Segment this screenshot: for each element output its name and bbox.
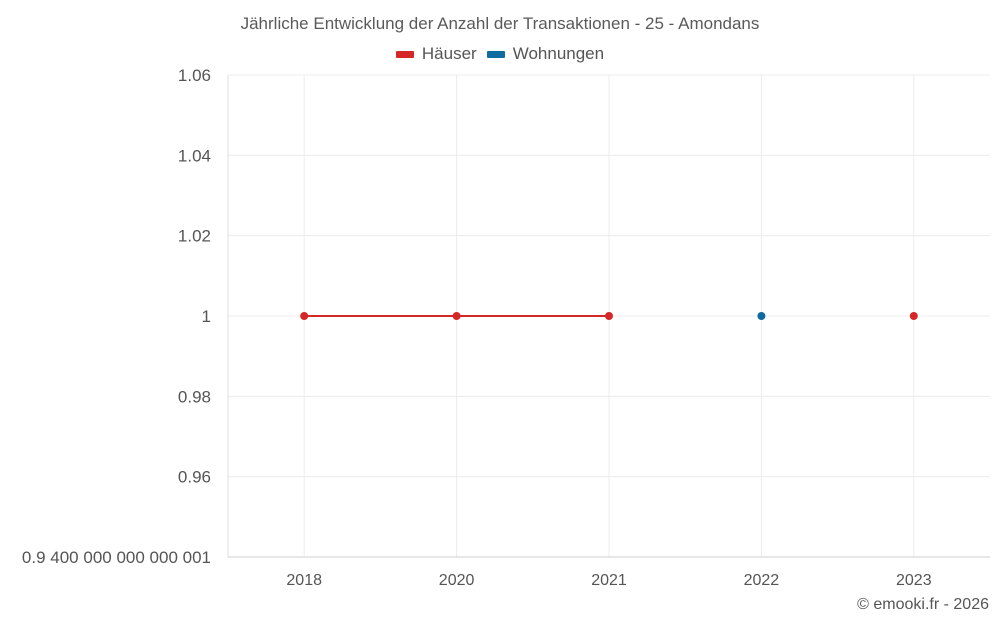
series-layer [300, 312, 918, 320]
axes [227, 75, 990, 558]
x-tick-label: 2022 [744, 572, 780, 589]
legend-item-wohnungen[interactable]: Wohnungen [486, 44, 605, 64]
y-tick-label: 1.04 [178, 146, 211, 165]
data-point[interactable] [300, 312, 309, 320]
data-point[interactable] [452, 312, 461, 320]
legend-item-haeuser[interactable]: Häuser [395, 44, 477, 64]
data-point[interactable] [605, 312, 613, 320]
y-tick-label: 1 [202, 307, 211, 326]
legend-swatch-wohnungen [486, 50, 505, 58]
data-point[interactable] [909, 312, 918, 320]
chart-title: Jährliche Entwicklung der Anzahl der Tra… [240, 14, 760, 33]
x-tick-label: 2021 [591, 572, 627, 589]
credit-text: © emooki.fr - 2026 [857, 596, 989, 613]
y-tick-label: 0.96 [178, 468, 211, 487]
legend-label-haeuser: Häuser [421, 44, 477, 63]
legend-label-wohnungen: Wohnungen [512, 44, 605, 63]
x-tick-label: 2020 [439, 572, 475, 589]
x-tick-label: 2018 [286, 572, 322, 589]
y-tick-label: 1.02 [178, 227, 211, 246]
legend-swatch-haeuser [395, 50, 414, 58]
y-tick-label: 1.06 [178, 66, 211, 85]
legend: Häuser Wohnungen [0, 44, 1000, 64]
tick-labels: 1.06 1.04 1.02 1 0.98 0.96 0.9 400 000 000 000… [22, 66, 932, 589]
y-tick-label: 0.9 400 000 000 000 001 [22, 548, 211, 567]
x-tick-label: 2023 [896, 572, 932, 589]
y-tick-label: 0.98 [178, 387, 211, 406]
data-point[interactable] [757, 312, 766, 320]
